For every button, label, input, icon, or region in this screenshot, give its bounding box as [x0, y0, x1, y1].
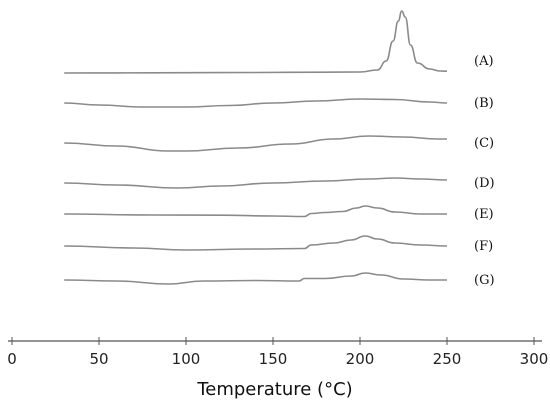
series-line-a — [64, 10, 448, 74]
x-tick-label-100: 100 — [172, 350, 201, 368]
x-tick-label-150: 150 — [259, 350, 288, 368]
series-label-g: (G) — [474, 273, 495, 288]
x-tick-label-300: 300 — [520, 350, 549, 368]
series-label-c: (C) — [474, 136, 494, 151]
series-line-b — [64, 98, 448, 108]
x-tick-label-0: 0 — [7, 350, 17, 368]
x-axis-title: Temperature (°C) — [196, 379, 352, 400]
series-label-d: (D) — [474, 176, 495, 191]
curves-group — [64, 10, 448, 285]
curve-labels-group: (A) (B) (C) (D) (E) (F) (G) — [474, 54, 495, 288]
series-line-f — [64, 235, 448, 251]
series-line-d — [64, 177, 448, 189]
series-line-c — [64, 135, 447, 152]
series-label-a: (A) — [474, 54, 494, 69]
series-label-f: (F) — [474, 239, 493, 254]
x-ticks-group: 0 50 100 150 200 250 300 — [7, 337, 548, 368]
series-line-e — [64, 205, 447, 218]
x-tick-label-50: 50 — [89, 350, 108, 368]
x-tick-label-200: 200 — [346, 350, 375, 368]
series-label-e: (E) — [474, 207, 494, 222]
series-label-b: (B) — [474, 96, 494, 111]
x-tick-label-250: 250 — [433, 350, 462, 368]
series-line-g — [64, 272, 447, 285]
